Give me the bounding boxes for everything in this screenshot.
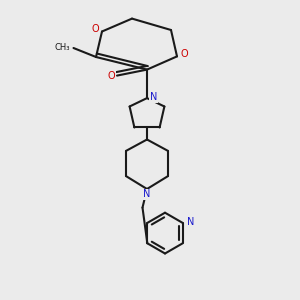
Text: O: O (92, 24, 99, 34)
Text: CH₃: CH₃ (54, 43, 70, 52)
Text: N: N (150, 92, 157, 102)
Text: N: N (143, 189, 151, 200)
Text: O: O (107, 71, 115, 81)
Text: N: N (188, 217, 195, 227)
Text: O: O (181, 49, 188, 59)
